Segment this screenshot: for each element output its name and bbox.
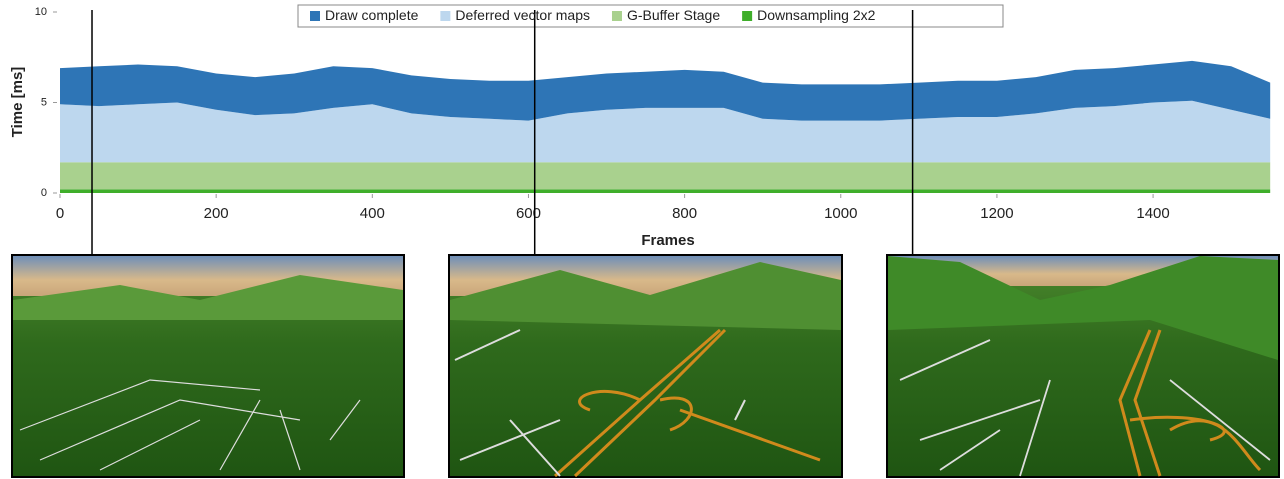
- legend-box: [297, 4, 1004, 28]
- x-tick-label: 1000: [824, 205, 857, 222]
- area: [60, 189, 1271, 193]
- y-tick-label: 0: [41, 187, 47, 199]
- screenshots: [11, 254, 1280, 478]
- y-tick-label: 5: [41, 96, 47, 108]
- screenshot: [448, 254, 843, 478]
- legend-swatch: [310, 11, 320, 21]
- x-tick-label: 1400: [1136, 205, 1169, 222]
- x-axis-label: Frames: [641, 232, 694, 249]
- area: [60, 162, 1271, 190]
- x-tick-label: 0: [56, 205, 64, 222]
- legend-label: Downsampling 2x2: [757, 7, 875, 23]
- legend-swatch: [611, 11, 622, 21]
- x-tick-label: 400: [360, 205, 385, 222]
- legend-swatch: [742, 11, 753, 21]
- screenshot: [11, 254, 405, 478]
- screenshot: [886, 254, 1280, 478]
- legend-label: Deferred vector maps: [455, 7, 590, 23]
- x-tick-label: 600: [516, 205, 541, 222]
- legend-label: Draw complete: [325, 7, 419, 23]
- area: [60, 60, 1271, 121]
- legend-swatch: [440, 11, 451, 21]
- x-tick-label: 800: [672, 205, 697, 222]
- area: [60, 100, 1271, 163]
- y-tick-label: 10: [35, 6, 47, 18]
- x-tick-label: 200: [204, 205, 229, 222]
- x-tick-label: 1200: [980, 205, 1013, 222]
- legend-label: G-Buffer Stage: [627, 7, 720, 23]
- y-axis-label: Time [ms]: [9, 67, 26, 138]
